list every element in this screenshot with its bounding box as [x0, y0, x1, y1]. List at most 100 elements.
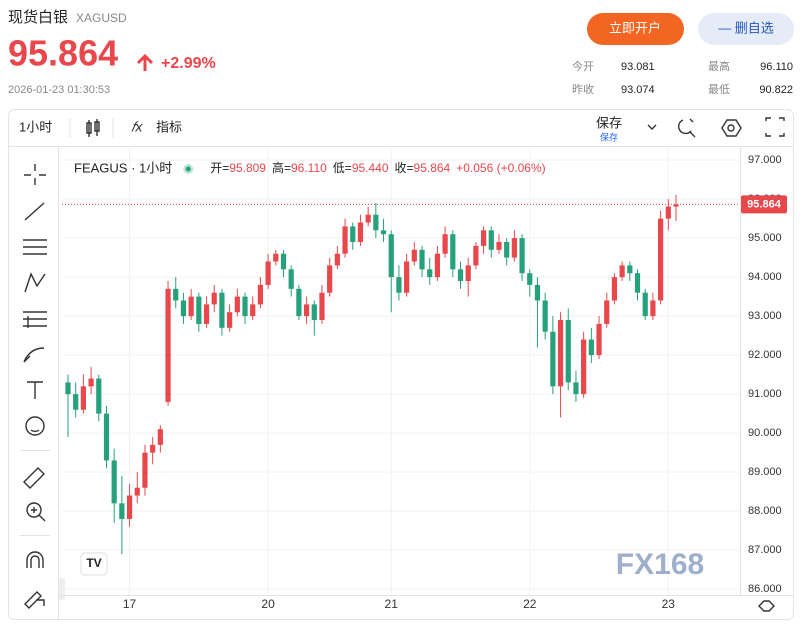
candle-body	[265, 261, 271, 285]
open-account-button[interactable]	[587, 13, 684, 45]
x-tick-label: 20	[261, 597, 275, 611]
candle-body	[73, 394, 79, 410]
candle-body	[126, 495, 133, 519]
legend-value: 96.110	[291, 161, 327, 175]
candle-body	[180, 300, 187, 317]
tv-logo	[80, 552, 108, 576]
candle-body	[457, 269, 464, 282]
candle-body	[250, 304, 256, 317]
change: +2.99%	[161, 55, 216, 72]
legend-change: +0.056 (+0.06%)	[456, 161, 545, 175]
candle-body	[557, 320, 564, 387]
brush-tool[interactable]	[23, 347, 45, 363]
candle-body	[80, 386, 86, 410]
chart-frame	[8, 109, 794, 620]
emoji-tool[interactable]	[25, 416, 45, 436]
candle-body	[673, 204, 679, 207]
candle-type-icon[interactable]	[86, 119, 100, 137]
candle-body	[534, 284, 541, 301]
candle-body	[473, 245, 479, 266]
x-tick-label: 22	[523, 597, 537, 611]
candle-body	[442, 234, 448, 254]
candle-body	[650, 300, 656, 317]
candle-body	[450, 234, 456, 270]
candle-body	[581, 339, 587, 395]
open-account-label[interactable]: 立即开户	[609, 20, 661, 35]
watchlist-button[interactable]	[698, 13, 794, 45]
y-tick-label: 88.000	[748, 505, 782, 517]
candle-body	[96, 378, 102, 414]
legend-label: 高=	[272, 160, 291, 175]
watchlist-label[interactable]: — 删自选	[718, 20, 774, 35]
stat-label: 昨收	[572, 82, 594, 96]
legend-status-dot	[185, 166, 191, 172]
legend-value: 95.809	[229, 161, 266, 175]
candle-body	[596, 323, 602, 356]
candle-body	[488, 230, 494, 250]
symbol: XAGUSD	[76, 11, 127, 25]
watermark: FX168	[616, 548, 704, 581]
text-tool[interactable]	[27, 381, 43, 399]
legend-value: 95.440	[352, 161, 389, 175]
candle-body	[65, 382, 71, 395]
timestamp: 2026-01-23 01:30:53	[8, 84, 110, 96]
candle-body	[257, 284, 264, 305]
candle-body	[411, 249, 417, 262]
indicators[interactable]: 指标	[156, 119, 182, 134]
candle-body	[665, 206, 671, 219]
candle-body	[196, 296, 202, 324]
y-tick-label: 92.000	[748, 349, 782, 361]
pattern-tool[interactable]	[24, 272, 46, 293]
candle-body	[311, 304, 317, 321]
settings-icon[interactable]	[721, 119, 742, 137]
stat-label: 最低	[708, 83, 730, 96]
candle-body	[227, 312, 233, 328]
candle-body	[203, 304, 210, 324]
candle-body	[273, 253, 279, 262]
fib-tool[interactable]	[23, 239, 47, 255]
save-sub[interactable]: 保存	[600, 131, 618, 142]
y-tick-label: 91.000	[748, 388, 782, 400]
y-tick-label: 97.000	[748, 154, 782, 166]
interval[interactable]: 1小时	[19, 119, 52, 134]
lock-tool[interactable]	[24, 591, 45, 609]
candle-body	[419, 249, 425, 270]
y-tick-label: 90.000	[748, 427, 782, 439]
candle-body	[111, 460, 117, 504]
candle-body	[88, 378, 94, 387]
candle-body	[550, 331, 556, 387]
save[interactable]: 保存	[596, 115, 622, 130]
stat-value: 93.074	[621, 84, 655, 96]
candle-body	[373, 214, 379, 231]
x-tick-label: 17	[123, 597, 137, 611]
candle-body	[211, 292, 217, 305]
candle-body	[103, 413, 110, 461]
candle-body	[480, 230, 487, 246]
candle-body	[242, 296, 248, 317]
save-dropdown[interactable]	[647, 124, 657, 130]
candle-body	[365, 214, 371, 223]
magnet-tool[interactable]	[26, 551, 44, 568]
candle-body	[611, 277, 618, 301]
trendline-tool[interactable]	[24, 202, 45, 221]
quick-search-icon[interactable]	[677, 118, 696, 138]
candle-body	[219, 292, 225, 328]
axis-settings[interactable]	[758, 600, 775, 612]
zoom-tool[interactable]	[26, 502, 46, 522]
ruler-tool[interactable]	[23, 467, 45, 489]
candle-body	[288, 269, 294, 289]
candle-body	[573, 382, 579, 395]
candle-body	[527, 273, 533, 285]
candle-body	[134, 487, 140, 496]
fullscreen-icon[interactable]	[765, 117, 785, 137]
candle-body	[658, 218, 664, 301]
legend-label: 低=	[333, 161, 352, 175]
fx-icon[interactable]: 𝑓x	[131, 119, 143, 135]
candle-body	[142, 452, 148, 488]
stat-label: 最高	[708, 59, 730, 73]
projection-tool[interactable]	[23, 311, 47, 328]
candle-body	[157, 429, 163, 445]
crosshair-tool[interactable]	[24, 164, 46, 185]
candle-body	[627, 265, 633, 274]
